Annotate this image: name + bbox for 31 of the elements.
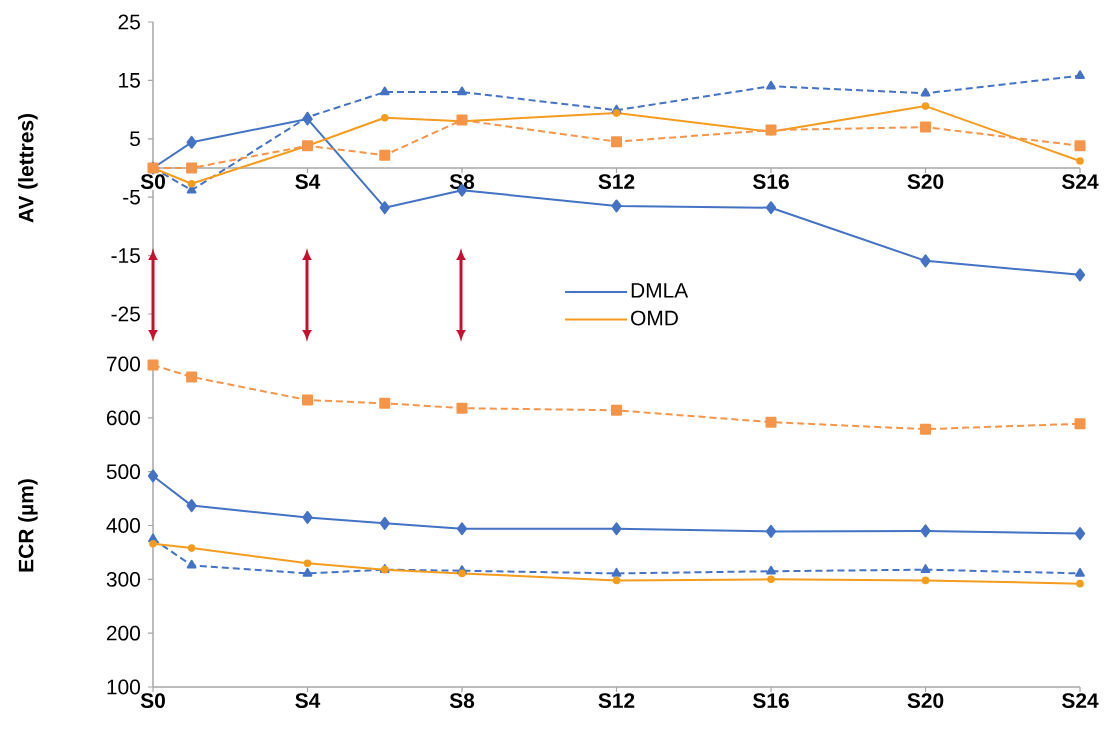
x-tick-label: S24	[1062, 693, 1099, 709]
y-tick-label: 600	[106, 410, 140, 426]
x-tick-label: S8	[449, 174, 475, 190]
x-tick-label: S24	[1062, 174, 1099, 190]
y-tick-label: 25	[118, 14, 140, 30]
y-tick-label: 15	[119, 73, 140, 88]
y-tick-label: -15	[111, 248, 140, 263]
y-tick-label: 500	[106, 464, 140, 480]
y-axis-title: AV (lettres)	[18, 114, 38, 223]
legend-label: OMD	[631, 310, 678, 326]
x-tick-label: S16	[753, 174, 789, 190]
y-tick-label: 100	[107, 679, 140, 695]
y-tick-label: 5	[130, 131, 140, 147]
y-tick-label: -25	[111, 306, 140, 322]
y-tick-label: 700	[107, 356, 140, 372]
y-axis-title: ECR (µm)	[18, 479, 38, 572]
x-tick-label: S20	[907, 693, 944, 709]
y-tick-label: 300	[106, 571, 140, 587]
x-tick-label: S20	[907, 174, 944, 190]
x-tick-label: S12	[598, 174, 635, 190]
x-tick-label: S12	[598, 693, 635, 709]
x-tick-label: S0	[140, 693, 165, 709]
x-tick-label: S4	[295, 693, 321, 709]
x-tick-label: S0	[140, 174, 165, 190]
y-tick-label: 400	[106, 518, 140, 533]
x-tick-label: S8	[449, 693, 475, 709]
legend-label: DMLA	[631, 283, 689, 298]
y-tick-label: -5	[123, 189, 140, 205]
x-tick-label: S16	[753, 693, 789, 709]
y-tick-label: 200	[106, 625, 140, 641]
x-tick-label: S4	[295, 174, 321, 190]
